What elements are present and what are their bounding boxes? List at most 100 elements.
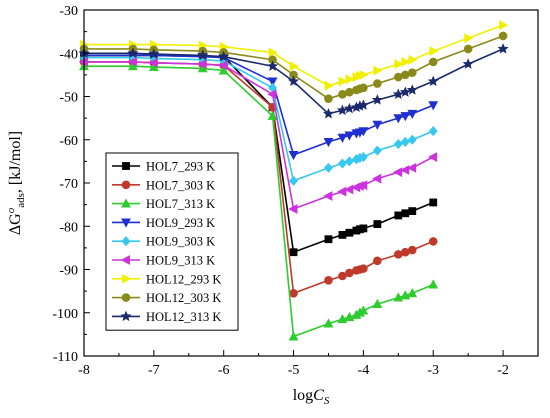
x-tick-label: -3 xyxy=(427,363,439,378)
data-point xyxy=(401,56,411,67)
data-point xyxy=(499,20,509,31)
data-point xyxy=(343,102,355,114)
data-point xyxy=(373,65,383,76)
legend-marker xyxy=(120,310,132,322)
data-point xyxy=(288,150,299,161)
data-point xyxy=(324,94,333,103)
data-point xyxy=(497,43,509,54)
data-point xyxy=(393,114,404,124)
data-point xyxy=(372,145,382,156)
data-point xyxy=(407,245,417,255)
data-point xyxy=(373,220,382,228)
data-point xyxy=(336,104,348,116)
legend-marker xyxy=(121,293,131,302)
y-tick-label: -70 xyxy=(59,177,78,192)
y-tick-label: -30 xyxy=(59,4,78,19)
x-axis-title: logCS xyxy=(293,387,330,407)
series-6 xyxy=(78,56,438,214)
data-point xyxy=(322,108,334,119)
data-point xyxy=(372,120,383,130)
legend-label: HOL9_303 K xyxy=(146,235,215,249)
series-8 xyxy=(79,31,508,103)
data-point xyxy=(267,77,278,87)
data-point xyxy=(400,112,411,122)
y-tick-label: -40 xyxy=(59,47,78,62)
legend-item: HOL9_313 K xyxy=(112,254,215,268)
data-point xyxy=(498,31,508,41)
data-point xyxy=(373,256,382,266)
legend-marker xyxy=(121,198,131,208)
x-tick-label: -6 xyxy=(218,363,230,378)
y-tick-label: -110 xyxy=(53,350,78,365)
data-point xyxy=(358,127,369,137)
x-axis-title-main: log xyxy=(293,387,313,404)
data-point xyxy=(358,305,369,315)
legend-label: HOL9_293 K xyxy=(146,216,215,230)
data-point xyxy=(218,65,229,75)
data-point xyxy=(464,33,474,44)
data-point xyxy=(324,80,334,91)
legend-item: HOL7_303 K xyxy=(112,178,215,192)
data-point xyxy=(324,235,333,244)
y-tick-label: -60 xyxy=(59,134,78,149)
data-point xyxy=(428,126,438,137)
data-point xyxy=(429,46,439,56)
legend-label: HOL7_293 K xyxy=(146,160,215,174)
legend-marker xyxy=(121,236,131,247)
x-tick-label: -7 xyxy=(148,363,160,378)
data-point xyxy=(148,57,158,68)
data-point xyxy=(394,59,404,69)
data-point xyxy=(359,264,368,273)
data-point xyxy=(399,86,411,97)
legend-item: HOL7_293 K xyxy=(112,160,215,174)
data-point xyxy=(407,162,417,173)
data-point xyxy=(429,198,438,207)
data-point xyxy=(289,175,299,186)
data-point xyxy=(268,47,278,58)
legend-marker xyxy=(122,162,130,170)
plot-frame xyxy=(83,9,539,357)
data-point xyxy=(289,248,298,257)
legend: HOL7_293 K HOL7_303 K HOL7_313 K HOL9_293 K… xyxy=(105,152,239,331)
legend-marker xyxy=(121,218,131,228)
x-tick-label: -5 xyxy=(288,363,300,378)
y-axis-title-sup: o xyxy=(5,207,17,213)
data-point xyxy=(218,60,228,71)
data-point xyxy=(359,69,369,80)
data-point xyxy=(408,207,417,216)
data-point xyxy=(406,84,418,95)
data-point xyxy=(127,56,137,67)
y-axis-title-unit: , [kJ/mol] xyxy=(7,131,24,193)
data-point xyxy=(344,131,355,141)
y-tick-label: -50 xyxy=(59,91,78,106)
data-point xyxy=(345,228,354,237)
x-axis-title-var: C xyxy=(313,387,324,404)
x-axis-title-subscript: S xyxy=(324,395,330,407)
data-point xyxy=(289,61,299,72)
legend-marker xyxy=(120,255,130,265)
data-point xyxy=(218,50,230,62)
x-tick-label: -2 xyxy=(497,363,509,378)
data-point xyxy=(337,186,347,197)
legend-item: HOL12_313 K xyxy=(112,310,221,324)
data-point xyxy=(337,133,348,143)
data-point xyxy=(393,139,403,150)
y-tick-label: -90 xyxy=(59,264,78,279)
data-point xyxy=(345,74,355,85)
legend-item: HOL12_293 K xyxy=(112,272,221,286)
legend-label: HOL12_313 K xyxy=(146,310,221,324)
y-axis-title-sub: ads xyxy=(15,193,27,208)
legend-item: HOL9_293 K xyxy=(112,216,215,230)
data-point xyxy=(392,88,404,100)
data-point xyxy=(394,211,403,220)
data-point xyxy=(407,288,418,298)
data-point xyxy=(428,101,439,111)
plot-layer xyxy=(78,20,509,341)
data-point xyxy=(267,89,277,100)
data-point xyxy=(401,209,410,218)
data-point xyxy=(358,151,368,163)
data-point xyxy=(338,231,347,239)
x-tick-label: -4 xyxy=(358,363,370,378)
data-point xyxy=(324,276,333,285)
legend-label: HOL12_293 K xyxy=(146,272,221,286)
